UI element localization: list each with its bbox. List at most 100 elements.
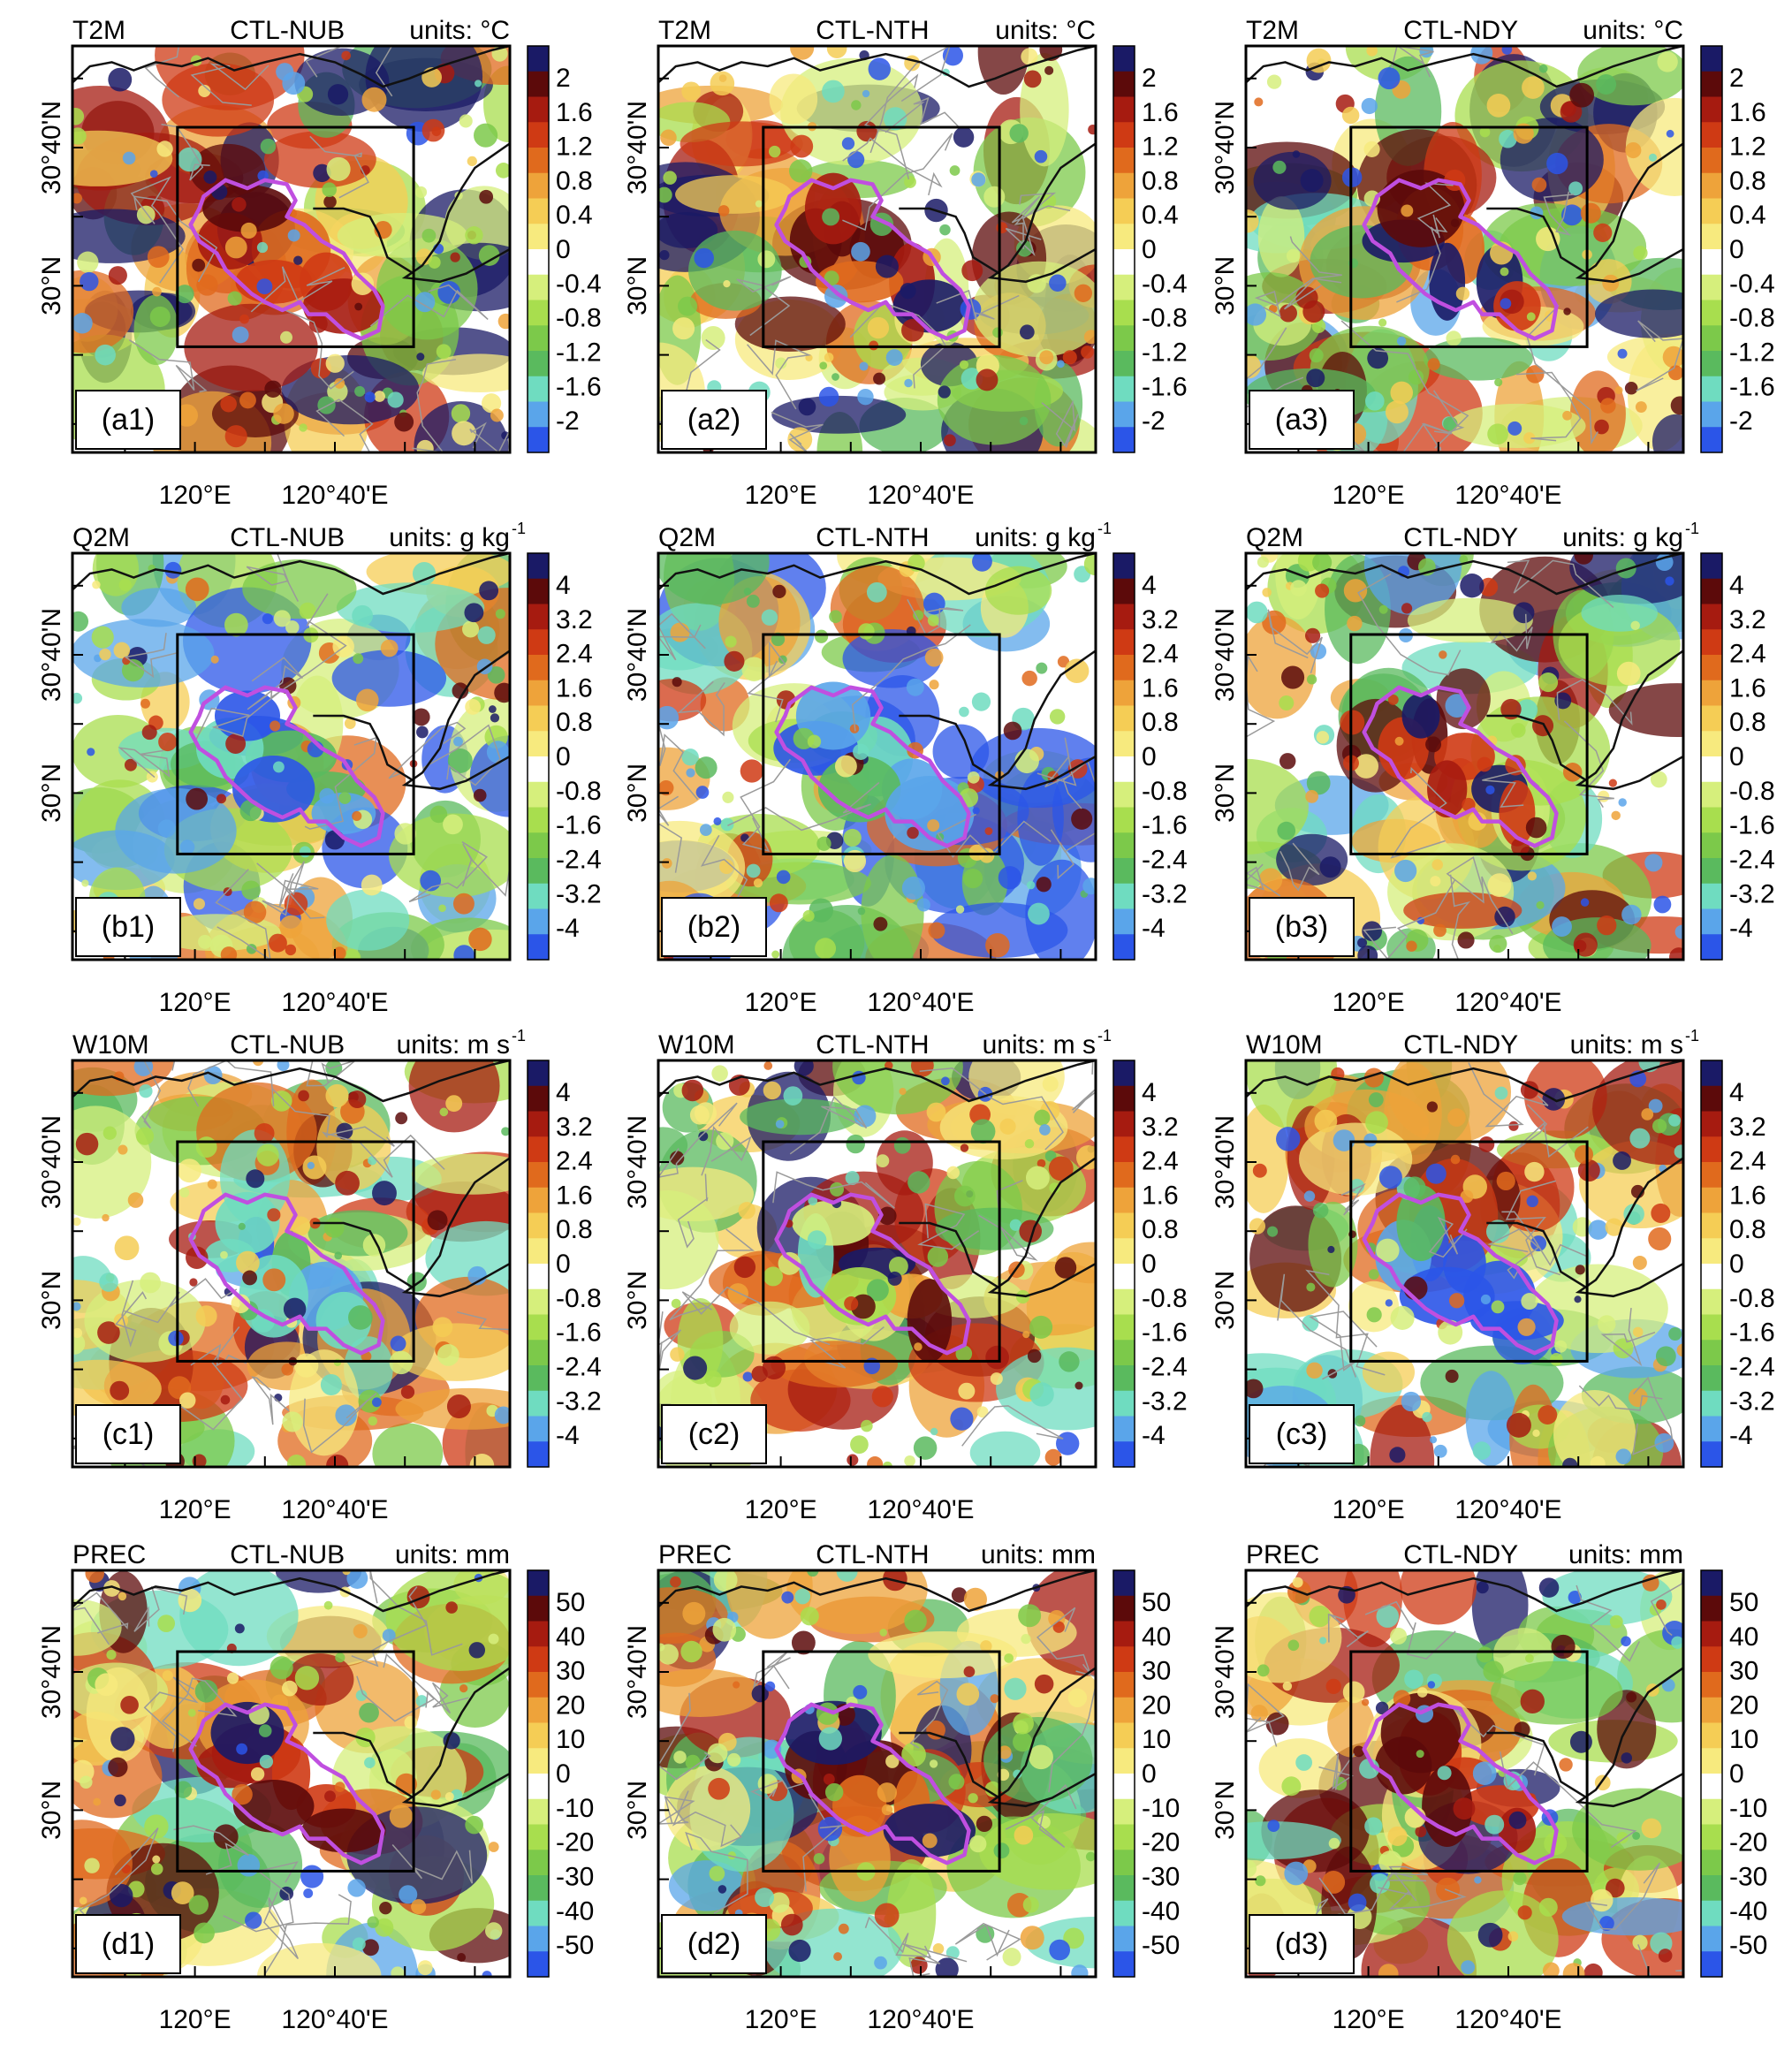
panel-tag: (b2) — [687, 910, 740, 944]
colorbar-bin — [1701, 1850, 1722, 1876]
colorbar-label: -30 — [1729, 1862, 1767, 1891]
panel-tag-box — [1249, 1404, 1355, 1464]
county-border — [256, 861, 306, 916]
anomaly-speckle — [755, 1888, 775, 1908]
anomaly-speckle — [459, 1683, 468, 1693]
anomaly-speckle — [380, 639, 399, 657]
anomaly-speckle — [1266, 74, 1282, 89]
colorbar-bin — [1701, 832, 1722, 859]
colorbar-label: -2 — [1729, 406, 1753, 436]
coastline — [72, 1570, 510, 1613]
anomaly-speckle — [1255, 1875, 1266, 1887]
colorbar-bin — [1113, 148, 1135, 174]
anomaly-speckle — [885, 349, 903, 366]
county-border — [1396, 214, 1441, 303]
anomaly-speckle — [459, 114, 473, 128]
anomaly-speckle — [445, 1095, 463, 1113]
anomaly-speckle — [871, 1386, 893, 1408]
colorbar-label: 3.2 — [1729, 1113, 1766, 1142]
anomaly-speckle — [733, 1256, 756, 1279]
bay-coastline — [987, 1157, 1096, 1298]
anomaly-speckle — [1365, 1111, 1388, 1135]
anomaly-speckle — [174, 1781, 193, 1798]
inner-domain-box — [1349, 633, 1589, 855]
anomaly-speckle — [95, 1673, 118, 1697]
anomaly-speckle — [1385, 1299, 1393, 1307]
county-border — [1600, 1308, 1656, 1367]
anomaly-speckle — [1494, 906, 1515, 928]
colorbar-bin — [528, 96, 549, 123]
units-superscript: -1 — [1097, 520, 1112, 537]
anomaly-speckle — [198, 84, 211, 97]
colorbar-bin — [1701, 1365, 1722, 1392]
anomaly-speckle — [807, 734, 822, 748]
county-border — [302, 1393, 377, 1454]
county-border — [701, 1126, 752, 1176]
anomaly-speckle — [108, 67, 133, 92]
anomaly-speckle — [1048, 1156, 1074, 1181]
anomaly-speckle — [495, 609, 505, 619]
anomaly-speckle — [1316, 731, 1330, 744]
anomaly-speckle — [1306, 1362, 1323, 1379]
anomaly-speckle — [1039, 350, 1054, 365]
anomaly-speckle — [836, 1570, 858, 1582]
anomaly-speckle — [1633, 246, 1648, 261]
anomaly-speckle — [1022, 1896, 1039, 1913]
colorbar-label: -3.2 — [1142, 1387, 1188, 1416]
county-border — [173, 1825, 249, 1875]
y-axis-label: 30°40'N — [37, 1625, 66, 1719]
colorbar-bin — [1701, 1697, 1722, 1723]
colorbar-label: 20 — [556, 1691, 585, 1720]
anomaly-patch — [1561, 1896, 1683, 1936]
experiment-label: CTL-NUB — [230, 1030, 345, 1060]
anomaly-speckle — [1290, 580, 1307, 596]
anomaly-speckle — [985, 932, 1010, 958]
anomaly-speckle — [701, 326, 725, 351]
anomaly-speckle — [1055, 1432, 1080, 1455]
colorbar-bin — [1113, 1288, 1135, 1315]
anomaly-speckle — [879, 1629, 888, 1637]
anomaly-speckle — [1499, 129, 1517, 148]
anomaly-patch — [372, 1423, 444, 1467]
colorbar-bin — [1113, 1187, 1135, 1213]
river — [899, 714, 1000, 782]
anomaly-speckle — [294, 1666, 320, 1691]
anomaly-speckle — [1378, 1850, 1402, 1874]
anomaly-speckle — [1459, 555, 1469, 564]
colorbar-bin — [528, 148, 549, 174]
anomaly-speckle — [881, 1804, 893, 1816]
colorbar-bin — [528, 1646, 549, 1673]
county-border — [669, 1228, 756, 1321]
county-border — [247, 657, 303, 710]
anomaly-patch — [861, 855, 924, 960]
colorbar-bin — [528, 1340, 549, 1366]
anomaly-speckle — [1305, 790, 1319, 803]
anomaly-speckle — [468, 927, 492, 952]
colorbar-bin — [528, 427, 549, 453]
colorbar-bin — [1701, 1722, 1722, 1749]
colorbar-bin — [1701, 1926, 1722, 1952]
anomaly-speckle — [1376, 1238, 1400, 1263]
anomaly-speckle — [910, 1060, 934, 1077]
anomaly-speckle — [776, 870, 791, 885]
anomaly-patch — [658, 1668, 763, 1717]
anomaly-speckle — [1542, 1962, 1560, 1977]
colorbar-bin — [1701, 300, 1722, 326]
anomaly-patch — [388, 813, 510, 898]
anomaly-speckle — [969, 1835, 987, 1853]
anomaly-speckle — [672, 317, 695, 340]
anomaly-speckle — [270, 1090, 292, 1112]
colorbar-label: 0.8 — [556, 166, 593, 195]
anomaly-speckle — [956, 1683, 980, 1706]
urban-outline — [1362, 1702, 1559, 1865]
anomaly-speckle — [873, 916, 888, 931]
inner-domain-box — [762, 125, 1001, 348]
county-border — [909, 1680, 949, 1749]
anomaly-speckle — [429, 805, 448, 824]
colorbar-label: -1.6 — [1142, 372, 1188, 401]
county-border — [1048, 1670, 1096, 1793]
anomaly-speckle — [1632, 1934, 1648, 1950]
anomaly-speckle — [1044, 1448, 1062, 1466]
colorbar-label: -1.6 — [1142, 811, 1188, 840]
